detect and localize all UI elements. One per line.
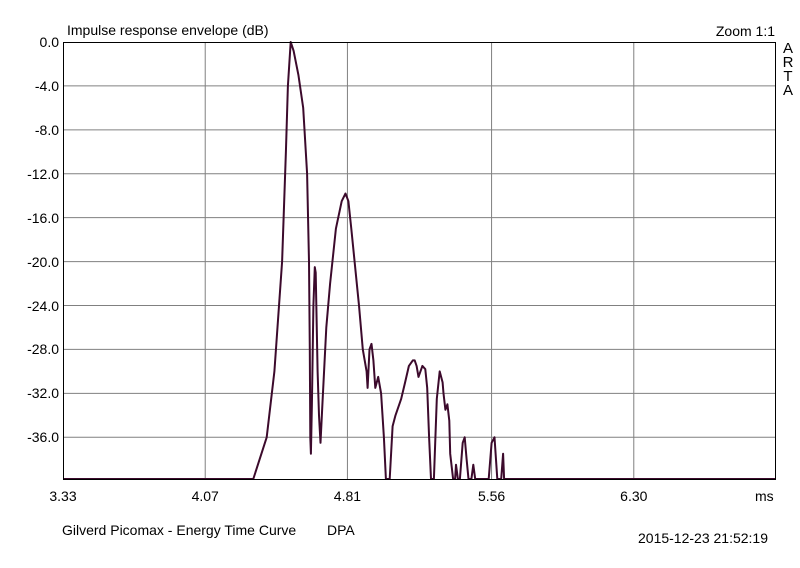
x-tick-label: 3.33 bbox=[49, 488, 77, 504]
envelope-curve-layer bbox=[63, 41, 776, 480]
y-tick-label: -24.0 bbox=[27, 297, 59, 314]
x-tick-label: 4.81 bbox=[333, 488, 362, 504]
y-tick-label: -32.0 bbox=[27, 385, 59, 402]
y-tick-label: -8.0 bbox=[34, 121, 59, 138]
chart-caption: Gilverd Picomax - Energy Time Curve bbox=[62, 522, 297, 538]
x-tick-label: 5.56 bbox=[477, 488, 506, 504]
arta-logo: A R T A bbox=[780, 40, 796, 99]
y-tick-label: -28.0 bbox=[27, 341, 59, 358]
dpa-tag: DPA bbox=[327, 522, 355, 538]
y-tick-label: -4.0 bbox=[34, 77, 59, 94]
y-tick-label: -20.0 bbox=[27, 253, 59, 270]
x-tick-label: 4.07 bbox=[191, 488, 219, 504]
arta-letter: A bbox=[782, 82, 793, 99]
y-tick-label: -36.0 bbox=[27, 429, 59, 446]
x-axis-unit: ms bbox=[755, 488, 774, 504]
timestamp: 2015-12-23 21:52:19 bbox=[638, 530, 768, 546]
arta-letter: A bbox=[782, 40, 793, 57]
zoom-indicator[interactable]: Zoom 1:1 bbox=[715, 23, 775, 39]
y-tick-label: -16.0 bbox=[27, 209, 59, 226]
grid-lines bbox=[63, 42, 776, 479]
chart-title: Impulse response envelope (dB) bbox=[67, 22, 269, 38]
arta-letter: R bbox=[782, 54, 794, 71]
arta-letter: T bbox=[783, 68, 793, 85]
envelope-curve bbox=[63, 41, 776, 480]
y-tick-label: -12.0 bbox=[27, 165, 59, 182]
y-tick-label: 0.0 bbox=[39, 34, 59, 50]
x-tick-label: 6.30 bbox=[620, 488, 648, 504]
plot-frame bbox=[63, 42, 776, 480]
